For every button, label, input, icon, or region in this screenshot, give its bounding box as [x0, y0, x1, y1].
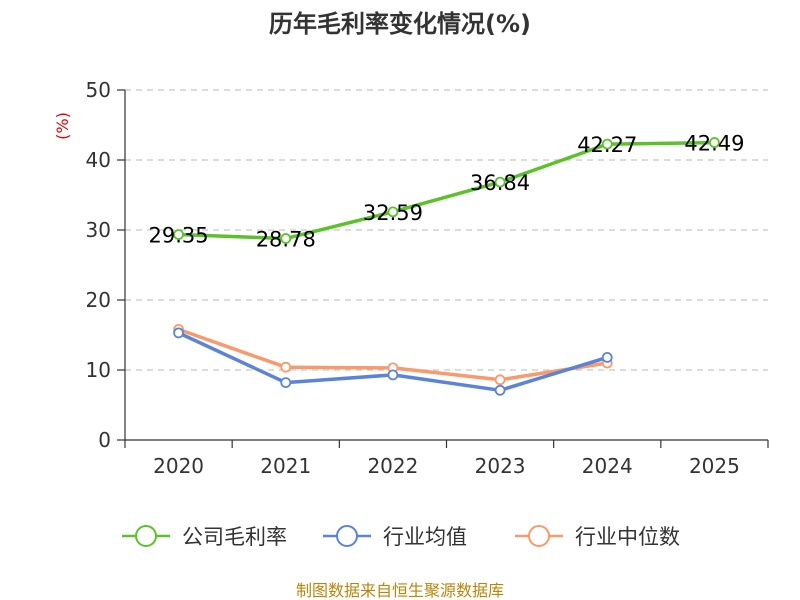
legend-item-1[interactable]: 行业均值: [323, 525, 467, 549]
x-tick-label: 2025: [689, 454, 740, 478]
data-label: 29.35: [149, 224, 209, 248]
legend-marker: [336, 525, 358, 547]
series-line-0: [176, 140, 717, 241]
data-label: 36.84: [470, 171, 530, 195]
data-label: 32.59: [363, 201, 423, 225]
legend-marker: [135, 525, 157, 547]
data-label: 42.27: [577, 133, 637, 157]
data-label: 42.49: [684, 132, 744, 156]
x-tick-label: 2023: [475, 454, 526, 478]
legend-label: 行业均值: [383, 525, 467, 549]
x-tick-label: 2022: [367, 454, 418, 478]
axes: 0 10 20 30 40 50 2020 2021 2022 2023 2024 2025: [86, 78, 769, 478]
data-point[interactable]: [387, 206, 399, 218]
data-label: 28.78: [256, 228, 316, 252]
data-point[interactable]: [280, 377, 292, 389]
data-point[interactable]: [387, 369, 399, 381]
x-tick-label: 2020: [153, 454, 204, 478]
data-point[interactable]: [709, 137, 720, 148]
data-point[interactable]: [494, 374, 506, 386]
data-point[interactable]: [280, 233, 292, 244]
legend-label: 公司毛利率: [182, 525, 287, 549]
grid-lines: [125, 89, 768, 371]
data-point[interactable]: [601, 351, 613, 363]
series-line-1: [176, 331, 609, 393]
data-labels: 29.35 28.78 32.59 36.84 42.27 42.49: [149, 132, 745, 252]
data-point[interactable]: [601, 138, 613, 150]
x-tick-label: 2021: [260, 454, 311, 478]
legend-item-2[interactable]: 行业中位数: [515, 525, 680, 549]
y-tick-label: 50: [86, 78, 111, 102]
legend-label: 行业中位数: [575, 525, 680, 549]
y-tick-label: 10: [86, 358, 111, 382]
legend-item-0[interactable]: 公司毛利率: [122, 525, 287, 549]
y-tick-label: 20: [86, 288, 111, 312]
data-point[interactable]: [173, 229, 184, 240]
data-point[interactable]: [173, 327, 184, 339]
chart-title: 历年毛利率变化情况(%): [269, 10, 531, 38]
data-point[interactable]: [280, 361, 292, 373]
legend[interactable]: 公司毛利率 行业均值 行业中位数: [122, 525, 680, 549]
source-note: 制图数据来自恒生聚源数据库: [296, 581, 504, 600]
y-axis-unit: (%): [53, 112, 72, 140]
legend-marker: [528, 525, 550, 547]
y-tick-label: 0: [98, 428, 111, 452]
y-tick-label: 40: [86, 148, 111, 172]
y-tick-label: 30: [86, 218, 111, 242]
series-group: [173, 137, 720, 396]
data-point[interactable]: [494, 384, 506, 396]
x-tick-label: 2024: [582, 454, 633, 478]
data-point[interactable]: [494, 176, 506, 188]
